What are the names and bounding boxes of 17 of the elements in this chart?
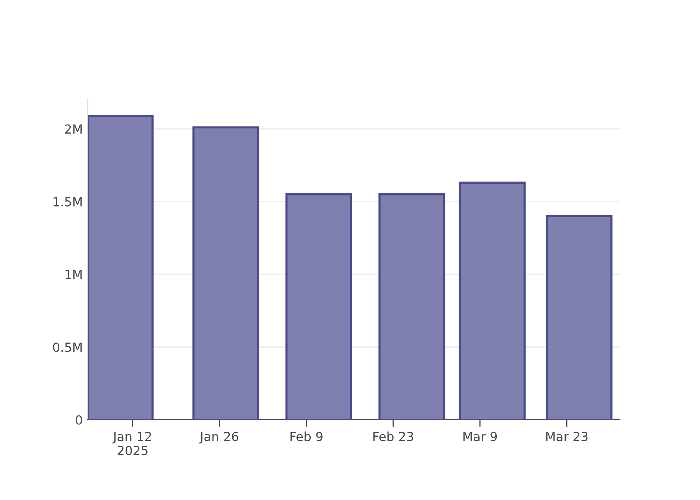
x-tick-label: Feb 9: [290, 432, 323, 442]
x-tick-label: Mar 9: [464, 432, 498, 442]
bar: [88, 114, 154, 420]
y-tick-label: 1.5M: [54, 197, 82, 207]
y-tick-label: 1M: [66, 270, 82, 280]
x-tick-label: Jan 26: [200, 432, 239, 444]
bar: [192, 126, 260, 420]
bar: [378, 194, 446, 420]
bar: [546, 215, 613, 420]
x-tick-label: Jan 12 2025: [112, 432, 152, 456]
y-tick-label: 0: [76, 415, 82, 425]
x-tick-label: Feb 23: [374, 432, 414, 442]
y-tick-label: 0.5M: [53, 342, 82, 352]
y-tick-label: 2M: [65, 124, 82, 134]
bar: [459, 182, 526, 420]
bar: [286, 194, 352, 420]
x-tick-label: Mar 23: [546, 432, 588, 442]
